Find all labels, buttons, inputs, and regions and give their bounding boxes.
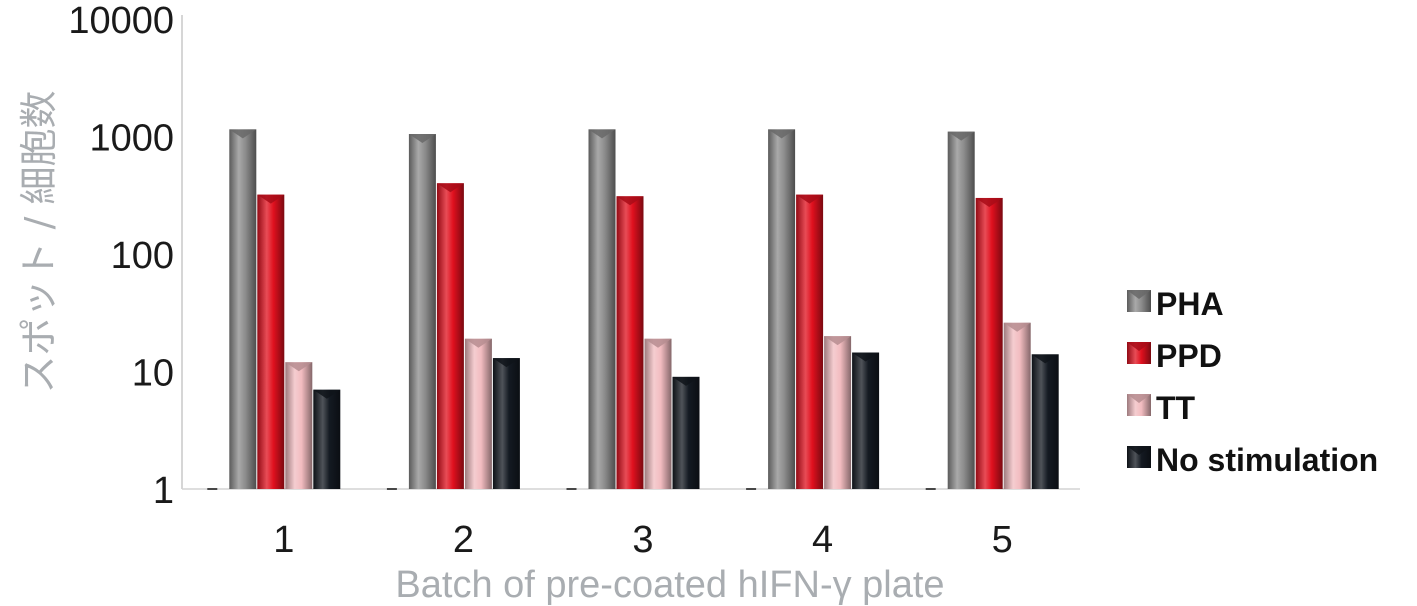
legend-swatch — [1127, 446, 1151, 468]
y-tick-label: 10 — [132, 353, 174, 395]
bar — [947, 131, 975, 489]
bar — [796, 194, 824, 489]
bar — [492, 358, 520, 489]
bar — [229, 129, 257, 490]
bar — [672, 376, 700, 489]
y-tick-label: 10000 — [68, 0, 174, 42]
bar-cap — [947, 131, 975, 141]
x-tick-label: 4 — [812, 519, 833, 561]
bar-cap — [229, 129, 257, 139]
bar — [257, 194, 285, 489]
x-axis-label: Batch of pre-coated hIFN-γ plate — [395, 564, 944, 606]
bar-cap — [672, 376, 700, 386]
bar — [464, 338, 492, 489]
bars — [207, 129, 1059, 490]
bar — [285, 362, 313, 489]
x-tick-label: 2 — [453, 519, 474, 561]
bar — [408, 134, 436, 489]
x-tick-label: 5 — [992, 519, 1013, 561]
bar — [588, 129, 616, 490]
legend-swatch-cap — [1127, 342, 1151, 351]
bar-cap — [1003, 322, 1031, 332]
bar — [975, 197, 1003, 490]
legend-label: TT — [1156, 390, 1196, 426]
x-tick-label: 3 — [632, 519, 653, 561]
bar-cap — [285, 362, 313, 372]
y-tick-label: 1000 — [89, 118, 174, 160]
bar — [768, 129, 796, 490]
legend-swatch — [1127, 342, 1151, 364]
legend-swatch-cap — [1127, 394, 1151, 403]
bar-cap — [313, 389, 341, 399]
bar-cap — [408, 134, 436, 144]
x-tick-labels: 1 2 3 4 5 — [273, 519, 1013, 561]
legend-swatch — [1127, 394, 1151, 416]
legend-label: PPD — [1156, 338, 1222, 374]
bar-cap — [257, 194, 285, 204]
legend-label: PHA — [1156, 286, 1224, 322]
legend-swatch — [1127, 290, 1151, 312]
y-tick-label: 1 — [153, 470, 174, 512]
bar-cap — [1031, 354, 1059, 364]
legend-swatch-cap — [1127, 446, 1151, 455]
bar — [436, 183, 464, 490]
bar-cap — [975, 197, 1003, 207]
bar — [1003, 322, 1031, 489]
bar-cap — [464, 338, 492, 348]
bar — [644, 338, 672, 489]
x-tick-label: 1 — [273, 519, 294, 561]
legend-swatch-cap — [1127, 290, 1151, 299]
bar — [313, 389, 341, 489]
y-axis-label: スポット / 細胞数 — [17, 91, 61, 394]
bar-cap — [824, 336, 852, 346]
bar-cap — [436, 183, 464, 193]
y-tick-labels: 1 10 100 1000 10000 — [68, 0, 174, 512]
legend: PHA PPD TT No stimulation — [1127, 286, 1378, 478]
bar — [1031, 354, 1059, 489]
bar — [824, 336, 852, 489]
bar-cap — [852, 352, 880, 362]
bar-cap — [492, 358, 520, 368]
bar-cap — [616, 196, 644, 206]
bar-cap — [644, 338, 672, 348]
y-tick-label: 100 — [111, 235, 174, 277]
legend-label: No stimulation — [1156, 442, 1378, 478]
bar-cap — [588, 129, 616, 139]
bar-cap — [796, 194, 824, 204]
bar — [616, 196, 644, 489]
bar — [852, 352, 880, 489]
bar-cap — [768, 129, 796, 139]
